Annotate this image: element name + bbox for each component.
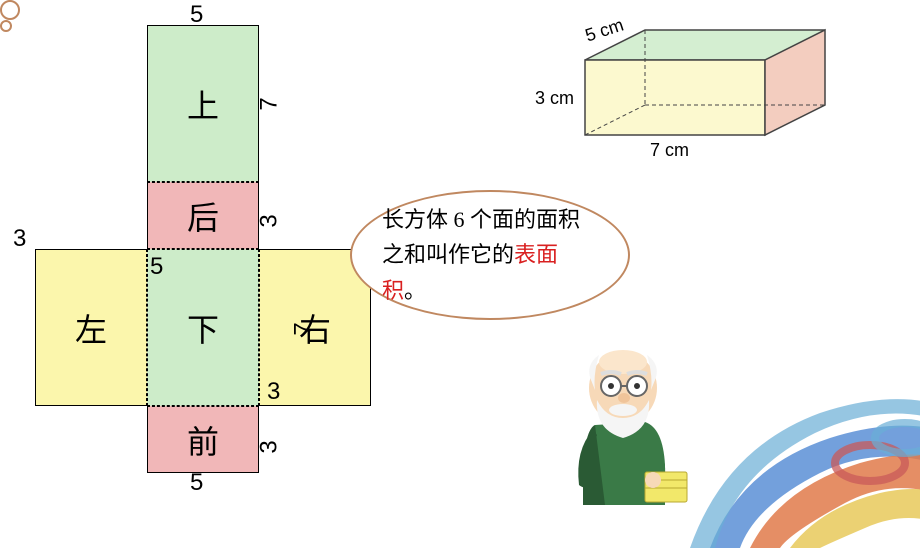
speech-bubble: 长方体 6 个面的面积之和叫作它的表面积。 [350,190,630,320]
dim-label: 5 [190,469,203,497]
face-top: 上 [147,25,259,182]
bubble-tail-dot [0,20,12,32]
cuboid-3d-diagram: 5 cm 3 cm 7 cm [530,20,850,175]
dim-label: 3 [256,440,284,453]
face-label: 前 [187,417,219,463]
face-label: 后 [187,193,219,239]
decorative-ribbons-icon [670,348,920,548]
face-bottom: 下 [147,249,259,406]
bubble-text: 长方体 6 个面的面积之和叫作它的表面积。 [382,202,598,308]
face-label: 左 [75,305,107,351]
dim-label: 7 [290,322,318,335]
dim-label: 3 [13,225,26,253]
dim-length: 7 cm [650,140,689,161]
dim-label: 3 [267,378,280,406]
dim-label: 3 [256,214,284,227]
bubble-tail-dot [0,0,20,20]
dim-label: 5 [150,253,163,281]
cuboid-front-face [585,60,765,135]
dim-label: 7 [256,97,284,110]
face-front: 前 [147,406,259,473]
dim-label: 5 [190,1,203,29]
face-label: 上 [187,81,219,127]
face-left: 左 [35,249,147,406]
face-back: 后 [147,182,259,249]
dim-height: 3 cm [535,88,574,109]
face-label: 下 [187,305,219,351]
cuboid-net-diagram: 上 后 左 下 右 前 5 7 3 3 5 7 3 3 5 [35,25,315,515]
